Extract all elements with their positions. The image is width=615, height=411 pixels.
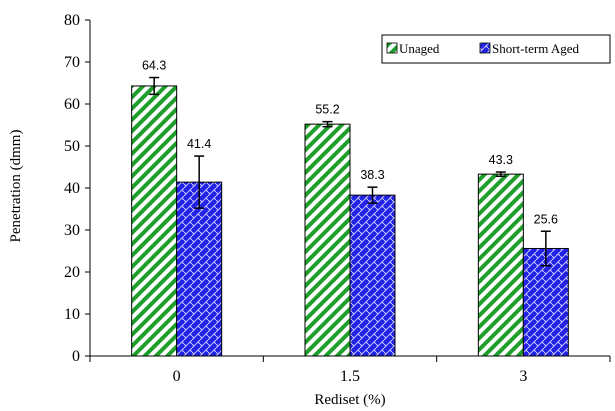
data-label: 38.3 [360, 168, 384, 182]
data-labels: 64.3 41.4 55.2 38.3 43.3 25.6 [142, 59, 558, 227]
bars [131, 85, 569, 357]
y-axis: 0 10 20 30 40 50 60 70 80 [64, 12, 91, 365]
data-label: 55.2 [315, 103, 339, 117]
legend-box [381, 34, 611, 64]
bar-short-term-aged [176, 181, 223, 357]
legend-swatch-unaged [386, 42, 398, 54]
y-tick-label: 70 [64, 54, 80, 71]
y-axis-title: Penetration (dmm) [8, 130, 24, 243]
bar-unaged [304, 123, 351, 357]
data-label: 43.3 [489, 153, 513, 167]
y-tick-label: 50 [64, 138, 80, 155]
legend-swatch-aged [479, 42, 491, 54]
x-tick-label: 1.5 [340, 368, 360, 385]
x-axis: 0 1.5 3 [89, 355, 611, 385]
legend: Unaged Short-term Aged [381, 34, 611, 64]
legend-label-unaged: Unaged [399, 41, 440, 56]
y-tick-label: 0 [72, 348, 80, 365]
x-axis-title: Rediset (%) [314, 392, 385, 408]
x-tick-label: 0 [173, 368, 181, 385]
bar-unaged [131, 85, 178, 357]
y-tick-label: 60 [64, 96, 80, 113]
y-tick-label: 40 [64, 180, 80, 197]
y-tick-label: 30 [64, 222, 80, 239]
y-tick-label: 10 [64, 306, 80, 323]
error-bars [149, 76, 551, 267]
data-label: 64.3 [142, 59, 166, 73]
data-label: 25.6 [534, 212, 558, 226]
y-tick-label: 80 [64, 12, 80, 29]
bar-unaged [477, 173, 524, 357]
x-tick-label: 3 [519, 368, 527, 385]
bar-short-term-aged [349, 194, 396, 357]
data-label: 41.4 [187, 137, 211, 151]
y-tick-label: 20 [64, 264, 80, 281]
legend-label-aged: Short-term Aged [492, 41, 580, 56]
